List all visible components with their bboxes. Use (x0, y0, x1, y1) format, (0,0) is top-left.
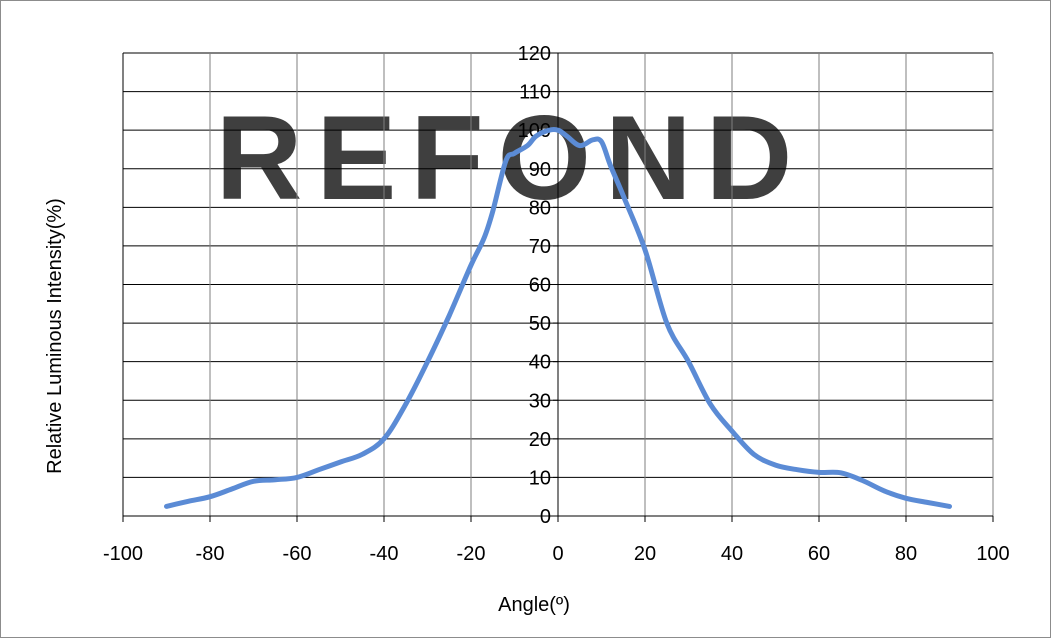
x-tick-label: 60 (808, 543, 830, 565)
y-tick-label: 120 (518, 43, 551, 65)
x-tick-label: 40 (721, 543, 743, 565)
x-tick-label: -60 (283, 543, 312, 565)
x-tick-label: -80 (196, 543, 225, 565)
x-tick-label: 80 (895, 543, 917, 565)
y-tick-label: 110 (519, 82, 551, 104)
series-line (164, 126, 952, 509)
y-tick-label: 20 (529, 429, 551, 451)
y-tick-label: 0 (540, 506, 551, 528)
y-tick-label: 10 (529, 467, 551, 489)
y-tick-label: 40 (529, 352, 551, 374)
watermark-logo: REFOND (216, 91, 807, 225)
x-tick-label: 0 (552, 543, 563, 565)
y-tick-label: 60 (529, 275, 551, 297)
series (164, 126, 952, 509)
tick-labels: 0 10 20 30 40 50 60 70 80 90 100 110 120 -100 -80 -60 -4… (103, 43, 1010, 565)
y-tick-label: 70 (529, 236, 551, 258)
x-tick-label: 20 (634, 543, 656, 565)
y-tick-label: 30 (529, 390, 551, 412)
x-axis-title: Angle(º) (498, 594, 570, 616)
y-tick-label: 80 (529, 197, 551, 219)
x-tick-label: -20 (457, 543, 486, 565)
x-tick-label: -100 (103, 543, 143, 565)
y-axis-title: Relative Luminous Intensity(%) (44, 198, 66, 474)
x-tick-label: -40 (370, 543, 399, 565)
y-tick-label: 50 (529, 313, 551, 335)
y-tick-label: 90 (529, 159, 551, 181)
x-tick-label: 100 (976, 543, 1009, 565)
y-tick-label: 100 (518, 120, 551, 142)
